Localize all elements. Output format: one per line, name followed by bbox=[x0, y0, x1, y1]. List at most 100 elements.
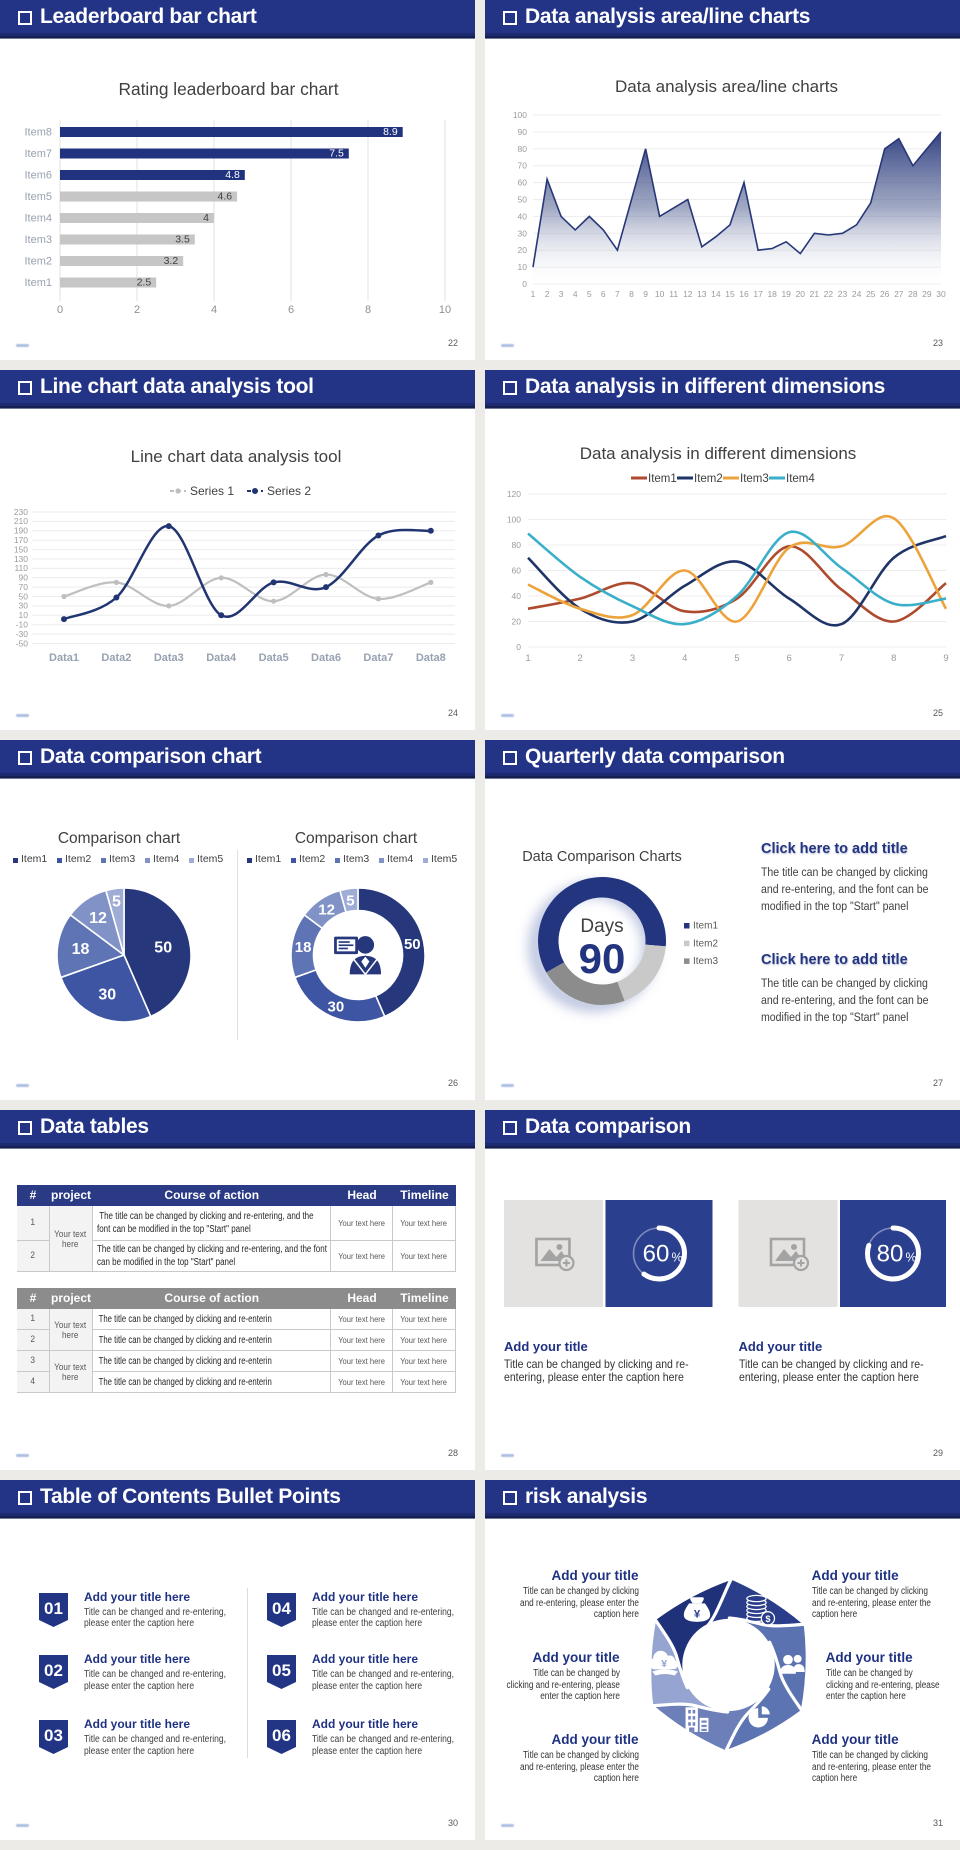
svg-text:50: 50 bbox=[154, 940, 172, 957]
svg-text:6: 6 bbox=[601, 289, 606, 299]
svg-text:70: 70 bbox=[19, 582, 29, 592]
svg-text:20: 20 bbox=[796, 289, 806, 299]
svg-text:110: 110 bbox=[14, 563, 28, 573]
svg-text:06: 06 bbox=[272, 1726, 291, 1745]
svg-text:Data7: Data7 bbox=[363, 652, 393, 664]
svg-text:-30: -30 bbox=[16, 629, 29, 639]
svg-text:Data4: Data4 bbox=[206, 652, 237, 664]
svg-text:Series 1: Series 1 bbox=[190, 484, 234, 498]
svg-text:1: 1 bbox=[531, 289, 536, 299]
svg-text:50: 50 bbox=[518, 195, 528, 205]
svg-text:20: 20 bbox=[512, 617, 522, 627]
svg-text:3: 3 bbox=[630, 653, 635, 664]
svg-text:3.2: 3.2 bbox=[164, 255, 179, 267]
svg-text:0: 0 bbox=[57, 304, 63, 316]
svg-text:29: 29 bbox=[922, 289, 932, 299]
svg-text:80: 80 bbox=[877, 1241, 904, 1268]
svg-text:17: 17 bbox=[753, 289, 763, 299]
svg-text:40: 40 bbox=[512, 591, 522, 601]
svg-text:28: 28 bbox=[908, 289, 918, 299]
svg-text:30: 30 bbox=[936, 289, 946, 299]
svg-text:0: 0 bbox=[522, 279, 527, 289]
svg-text:9: 9 bbox=[643, 289, 648, 299]
svg-text:24: 24 bbox=[852, 289, 862, 299]
svg-text:80: 80 bbox=[518, 144, 528, 154]
svg-text:230: 230 bbox=[14, 507, 28, 517]
svg-text:04: 04 bbox=[272, 1599, 291, 1618]
svg-text:7: 7 bbox=[839, 653, 844, 664]
svg-text:03: 03 bbox=[44, 1726, 63, 1745]
svg-text:30: 30 bbox=[328, 998, 345, 1015]
svg-text:210: 210 bbox=[14, 516, 28, 526]
svg-text:%: % bbox=[905, 1251, 916, 1265]
svg-text:¥: ¥ bbox=[661, 1658, 667, 1670]
svg-text:70: 70 bbox=[518, 161, 528, 171]
svg-text:50: 50 bbox=[404, 936, 421, 953]
svg-text:12: 12 bbox=[89, 910, 107, 927]
svg-text:Item2: Item2 bbox=[24, 256, 52, 268]
svg-text:190: 190 bbox=[14, 526, 28, 536]
svg-text:10: 10 bbox=[518, 262, 528, 272]
svg-text:Item3: Item3 bbox=[24, 234, 52, 246]
svg-text:Item8: Item8 bbox=[24, 127, 52, 139]
svg-text:Data3: Data3 bbox=[154, 652, 184, 664]
svg-text:12: 12 bbox=[318, 902, 335, 919]
svg-text:170: 170 bbox=[14, 535, 28, 545]
svg-text:7: 7 bbox=[615, 289, 620, 299]
svg-text:14: 14 bbox=[711, 289, 721, 299]
svg-text:4: 4 bbox=[211, 304, 217, 316]
svg-text:18: 18 bbox=[72, 941, 90, 958]
svg-text:Item6: Item6 bbox=[24, 170, 52, 182]
svg-text:01: 01 bbox=[44, 1599, 63, 1618]
svg-text:5: 5 bbox=[587, 289, 592, 299]
svg-text:2: 2 bbox=[578, 653, 583, 664]
svg-text:02: 02 bbox=[44, 1661, 63, 1680]
svg-text:11: 11 bbox=[669, 289, 678, 299]
svg-text:10: 10 bbox=[439, 304, 451, 316]
svg-text:4: 4 bbox=[573, 289, 578, 299]
svg-text:5: 5 bbox=[112, 893, 121, 910]
svg-text:18: 18 bbox=[767, 289, 777, 299]
svg-text:6: 6 bbox=[787, 653, 792, 664]
svg-text:30: 30 bbox=[98, 986, 116, 1003]
svg-text:2: 2 bbox=[134, 304, 140, 316]
svg-text:27: 27 bbox=[894, 289, 904, 299]
svg-text:23: 23 bbox=[838, 289, 848, 299]
svg-text:Item3: Item3 bbox=[740, 473, 769, 485]
svg-text:Item1: Item1 bbox=[648, 473, 677, 485]
svg-text:-10: -10 bbox=[16, 620, 29, 630]
svg-text:60: 60 bbox=[643, 1241, 670, 1268]
svg-text:10: 10 bbox=[19, 610, 29, 620]
svg-text:Item2: Item2 bbox=[694, 473, 723, 485]
svg-text:9: 9 bbox=[943, 653, 948, 664]
svg-text:Data5: Data5 bbox=[259, 652, 289, 664]
svg-text:05: 05 bbox=[272, 1661, 291, 1680]
svg-text:0: 0 bbox=[516, 642, 521, 652]
svg-text:2: 2 bbox=[545, 289, 550, 299]
svg-text:4.6: 4.6 bbox=[217, 191, 232, 203]
svg-text:Item7: Item7 bbox=[24, 148, 52, 160]
svg-text:Item1: Item1 bbox=[24, 277, 52, 289]
svg-text:26: 26 bbox=[880, 289, 890, 299]
svg-text:20: 20 bbox=[518, 245, 528, 255]
svg-text:12: 12 bbox=[683, 289, 693, 299]
svg-text:30: 30 bbox=[19, 601, 29, 611]
svg-text:Data6: Data6 bbox=[311, 652, 341, 664]
svg-text:Data8: Data8 bbox=[416, 652, 446, 664]
svg-text:5: 5 bbox=[734, 653, 739, 664]
svg-text:2.5: 2.5 bbox=[137, 277, 152, 289]
svg-text:25: 25 bbox=[866, 289, 876, 299]
svg-text:22: 22 bbox=[824, 289, 834, 299]
svg-text:8: 8 bbox=[365, 304, 371, 316]
svg-text:¥: ¥ bbox=[694, 1608, 701, 1620]
svg-text:5: 5 bbox=[346, 892, 354, 909]
svg-text:Data2: Data2 bbox=[101, 652, 131, 664]
svg-text:Item5: Item5 bbox=[24, 191, 52, 203]
svg-text:18: 18 bbox=[295, 939, 312, 956]
svg-text:90: 90 bbox=[518, 127, 528, 137]
svg-text:$: $ bbox=[765, 1614, 770, 1624]
svg-text:3: 3 bbox=[559, 289, 564, 299]
svg-text:Item1: Item1 bbox=[693, 921, 718, 932]
svg-text:60: 60 bbox=[518, 178, 528, 188]
svg-text:130: 130 bbox=[14, 554, 28, 564]
